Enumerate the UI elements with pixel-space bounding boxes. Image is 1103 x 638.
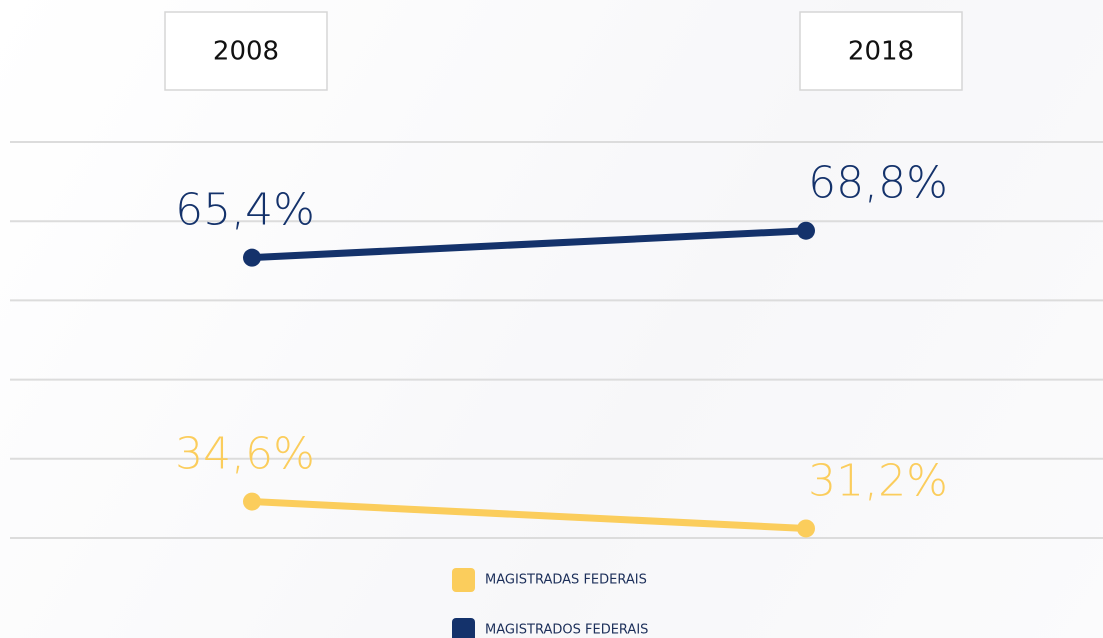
category-label: 2018	[848, 37, 914, 67]
legend-label: MAGISTRADOS FEDERAIS	[485, 623, 648, 638]
legend-swatch	[452, 618, 475, 638]
value-label: 65,4%	[175, 185, 315, 236]
point	[243, 492, 261, 511]
legend-swatch	[452, 568, 475, 592]
point	[797, 221, 815, 240]
legend-label: MAGISTRADAS FEDERAIS	[485, 573, 647, 588]
value-label: 68,8%	[808, 158, 948, 209]
point	[797, 519, 815, 538]
value-label: 31,2%	[808, 455, 948, 506]
category-label: 2008	[213, 37, 279, 67]
line	[251, 498, 807, 532]
line	[251, 227, 807, 262]
category-box	[164, 11, 328, 91]
value-label: 34,6%	[175, 429, 315, 480]
point	[243, 248, 261, 267]
category-box	[799, 11, 963, 91]
